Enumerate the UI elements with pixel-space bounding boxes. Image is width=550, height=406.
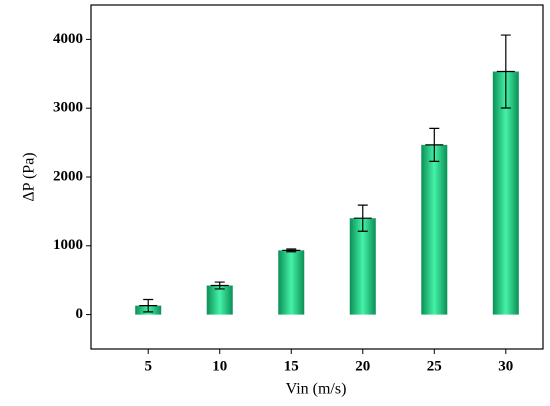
x-tick-label: 10 xyxy=(212,358,227,374)
error-bar xyxy=(210,281,229,290)
y-tick-label: 2000 xyxy=(53,168,83,184)
error-bar xyxy=(353,204,372,232)
plot-frame xyxy=(90,4,544,350)
x-axis-label: Vin (m/s) xyxy=(286,381,347,398)
y-tick-label: 0 xyxy=(76,306,84,322)
x-tick-label: 25 xyxy=(427,358,442,374)
y-tick-label: 3000 xyxy=(53,100,83,116)
x-tick-label: 20 xyxy=(355,358,370,374)
x-tick-label: 30 xyxy=(498,358,513,374)
error-bar xyxy=(282,248,301,253)
x-tick-label: 15 xyxy=(284,358,299,374)
bar xyxy=(206,285,233,315)
x-tick-label: 5 xyxy=(144,358,152,374)
bar xyxy=(492,71,519,315)
bar xyxy=(278,250,305,315)
y-tick-label: 4000 xyxy=(53,31,83,47)
error-bar xyxy=(139,298,158,313)
y-tick-label: 1000 xyxy=(53,237,83,253)
bar xyxy=(349,218,376,315)
bar xyxy=(421,144,448,315)
error-bar xyxy=(425,127,444,162)
y-axis-label: ΔP (Pa) xyxy=(21,152,38,201)
error-bar xyxy=(496,34,515,109)
